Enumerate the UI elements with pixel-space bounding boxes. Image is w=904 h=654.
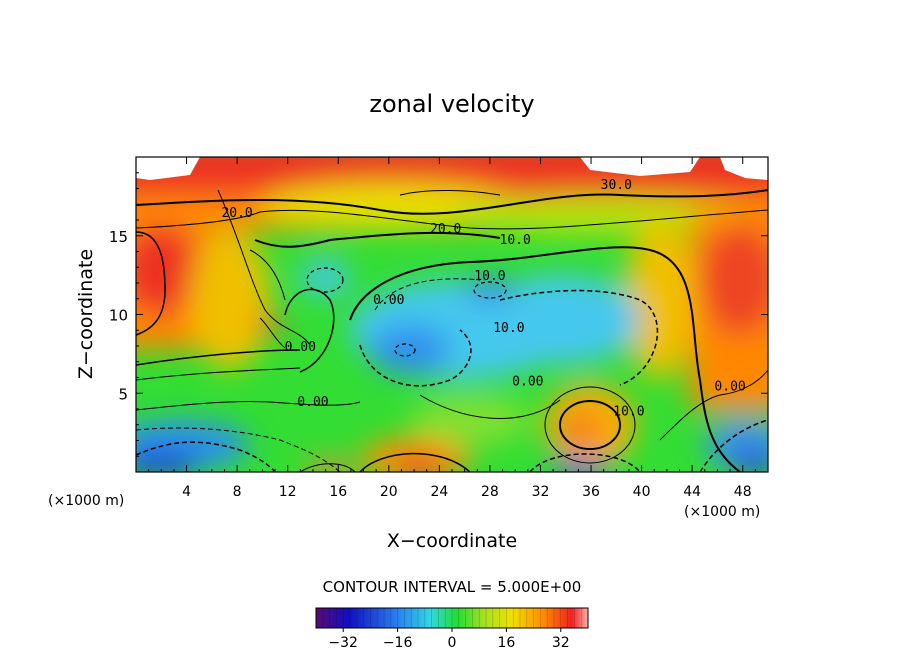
x-tick-label: 36 — [582, 484, 600, 500]
colorbar-tick-label: −16 — [383, 635, 413, 651]
x-tick-label: 16 — [329, 484, 347, 500]
x-unit-label: (×1000 m) — [684, 504, 760, 520]
colorbar-tick-label: 0 — [448, 635, 457, 651]
x-tick-label: 44 — [683, 484, 701, 500]
contour-label: 0.00 — [285, 340, 316, 355]
contour-label: 20.0 — [221, 206, 252, 221]
y-axis: 5 10 15 — [109, 172, 768, 457]
x-tick-label: 8 — [233, 484, 242, 500]
contour-label: 0.00 — [714, 379, 745, 394]
colorbar: −32 −16 0 16 32 — [315, 607, 589, 651]
x-axis: 4 8 12 16 20 24 28 32 36 40 44 48 — [148, 157, 756, 500]
x-tick-label: 48 — [734, 484, 752, 500]
colorbar-tick-label: 32 — [552, 635, 570, 651]
y-tick-label: 5 — [118, 385, 128, 403]
contour-label: 0.00 — [373, 293, 404, 308]
x-tick-label: 12 — [279, 484, 297, 500]
contour-label: 0.00 — [297, 395, 328, 410]
contour-interval-text: CONTOUR INTERVAL = 5.000E+00 — [323, 578, 582, 596]
saturated-patch-mid — [580, 157, 700, 176]
x-axis-title: X−coordinate — [387, 530, 517, 552]
contour-label: 10.0 — [500, 233, 531, 248]
y-tick-label: 10 — [109, 307, 128, 325]
chart-title: zonal velocity — [369, 90, 534, 118]
saturated-patch-left — [136, 157, 200, 180]
plot-area: 30.0 20.0 20.0 10.0 10.0 0.00 10.0 0.00 0.00 0.00… — [136, 157, 768, 472]
x-tick-label: 28 — [481, 484, 499, 500]
contour-label: 10.0 — [613, 405, 644, 420]
contour-lines — [136, 189, 768, 472]
colorbar-stripes — [322, 608, 582, 628]
contour-label: 30.0 — [601, 178, 632, 193]
colorbar-tick-label: −32 — [328, 635, 358, 651]
colorbar-ticks: −32 −16 0 16 32 — [328, 628, 570, 651]
contour-label: 10.0 — [493, 321, 524, 336]
contour-label: 20.0 — [430, 222, 461, 237]
y-axis-title: Z−coordinate — [75, 249, 97, 379]
x-tick-label: 24 — [430, 484, 448, 500]
contour-label: 0.00 — [512, 375, 543, 390]
saturated-patch-right — [720, 157, 768, 180]
x-tick-label: 40 — [633, 484, 651, 500]
contour-label: 10.0 — [474, 269, 505, 284]
colorbar-tick-label: 16 — [497, 635, 515, 651]
contour-labels: 30.0 20.0 20.0 10.0 10.0 0.00 10.0 0.00 0.00 0.00… — [221, 178, 745, 420]
z-unit-label: (×1000 m) — [48, 493, 124, 509]
x-tick-label: 4 — [182, 484, 191, 500]
x-tick-label: 32 — [532, 484, 550, 500]
y-tick-label: 15 — [109, 228, 128, 246]
x-tick-label: 20 — [380, 484, 398, 500]
